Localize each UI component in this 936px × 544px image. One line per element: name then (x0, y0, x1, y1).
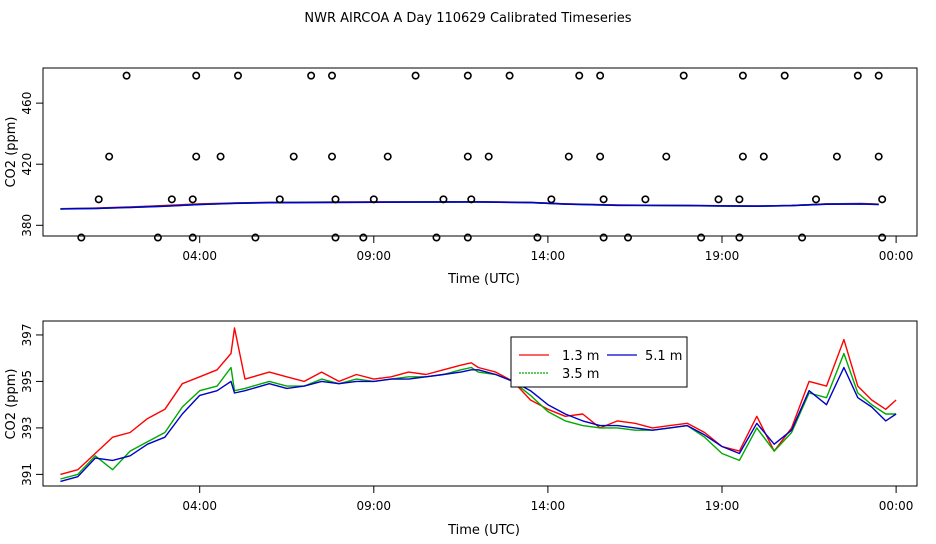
calibration-point (383, 152, 392, 161)
calibration-point (623, 233, 632, 242)
top-x-tick-label: 14:00 (531, 249, 566, 263)
top-x-tick-label: 04:00 (182, 249, 217, 263)
calibration-point (192, 152, 201, 161)
top-series-line-5-1-m (60, 201, 879, 210)
top-x-axis-label: Time (UTC) (447, 272, 520, 287)
bottom-x-axis-label: Time (UTC) (447, 523, 520, 538)
calibration-point (153, 233, 162, 242)
top-plot-frame (42, 67, 918, 237)
calibration-point (328, 152, 337, 161)
calibration-point (679, 71, 688, 80)
bottom-x-tick-label: 04:00 (182, 499, 217, 513)
calibration-point (697, 233, 706, 242)
calibration-point (812, 195, 821, 204)
bottom-y-tick-label: 391 (20, 463, 34, 486)
bottom-series-line-3-5-m (60, 352, 897, 480)
calibration-point (874, 71, 883, 80)
calibration-point (188, 233, 197, 242)
calibration-point (738, 152, 747, 161)
calibration-point (94, 195, 103, 204)
calibration-point (599, 233, 608, 242)
top-x-tick-label: 09:00 (356, 249, 391, 263)
bottom-x-tick-label: 00:00 (879, 499, 914, 513)
calibration-point (463, 152, 472, 161)
bottom-y-tick-label: 395 (20, 370, 34, 393)
calibration-point (878, 233, 887, 242)
calibration-point (738, 71, 747, 80)
top-x-tick-label: 19:00 (705, 249, 740, 263)
bottom-x-tick-label: 19:00 (705, 499, 740, 513)
top-y-axis-label: CO2 (ppm) (4, 116, 19, 187)
top-y-tick-label: 380 (20, 214, 34, 237)
bottom-y-tick-label: 397 (20, 323, 34, 346)
calibration-point (759, 152, 768, 161)
calibration-point (547, 195, 556, 204)
legend-box (510, 336, 688, 388)
top-plot-layer: 04:00 09:00 14:00 19:00 00:00 380 420 460 (20, 71, 914, 263)
calibration-point (411, 71, 420, 80)
calibration-point (463, 233, 472, 242)
calibration-point (331, 233, 340, 242)
calibration-point (167, 195, 176, 204)
calibration-point (878, 195, 887, 204)
calibration-point (328, 71, 337, 80)
calibration-point (77, 233, 86, 242)
bottom-plot-frame (42, 320, 918, 487)
calibration-point (467, 195, 476, 204)
calibration-point (780, 71, 789, 80)
calibration-point (575, 71, 584, 80)
calibration-point (735, 233, 744, 242)
bottom-series-line-1-3-m (60, 327, 897, 476)
calibration-point (564, 152, 573, 161)
calibration-point (216, 152, 225, 161)
calibration-point (369, 195, 378, 204)
calibration-point (505, 71, 514, 80)
calibration-point (432, 233, 441, 242)
calibration-point (463, 71, 472, 80)
legend: 1.3 m 5.1 m 3.5 m (510, 336, 688, 388)
calibration-point (122, 71, 131, 80)
calibration-point (105, 152, 114, 161)
calibration-point (853, 71, 862, 80)
calibration-point (874, 152, 883, 161)
calibration-point (289, 152, 298, 161)
calibration-point (439, 195, 448, 204)
bottom-series-line-5-1-m (60, 366, 897, 483)
calibration-point (533, 233, 542, 242)
bottom-y-tick-label: 393 (20, 416, 34, 439)
calibration-point (596, 152, 605, 161)
legend-label-3-5m: 3.5 m (562, 367, 599, 382)
calibration-point (307, 71, 316, 80)
calibration-point (714, 195, 723, 204)
top-x-tick-label: 00:00 (879, 249, 914, 263)
calibration-point (662, 152, 671, 161)
legend-label-1-3m: 1.3 m (562, 349, 599, 364)
bottom-y-axis-label: CO2 (ppm) (4, 368, 19, 439)
calibration-point (798, 233, 807, 242)
calibration-point (641, 195, 650, 204)
calibration-point (359, 233, 368, 242)
calibration-point (832, 152, 841, 161)
top-y-tick-label: 420 (20, 153, 34, 176)
calibration-point (735, 195, 744, 204)
calibration-point (192, 71, 201, 80)
calibration-point (331, 195, 340, 204)
calibration-point (233, 71, 242, 80)
calibration-point (599, 195, 608, 204)
bottom-plot-layer: 04:00 09:00 14:00 19:00 00:00 391 393 395 397 (20, 323, 913, 513)
page-title: NWR AIRCOA A Day 110629 Calibrated Times… (304, 11, 631, 26)
calibration-point (188, 195, 197, 204)
calibration-point (275, 195, 284, 204)
bottom-x-tick-label: 14:00 (531, 499, 566, 513)
top-y-tick-label: 460 (20, 92, 34, 115)
calibration-point (484, 152, 493, 161)
calibration-point (596, 71, 605, 80)
legend-label-5-1m: 5.1 m (645, 349, 682, 364)
calibration-point (251, 233, 260, 242)
bottom-x-tick-label: 09:00 (356, 499, 391, 513)
